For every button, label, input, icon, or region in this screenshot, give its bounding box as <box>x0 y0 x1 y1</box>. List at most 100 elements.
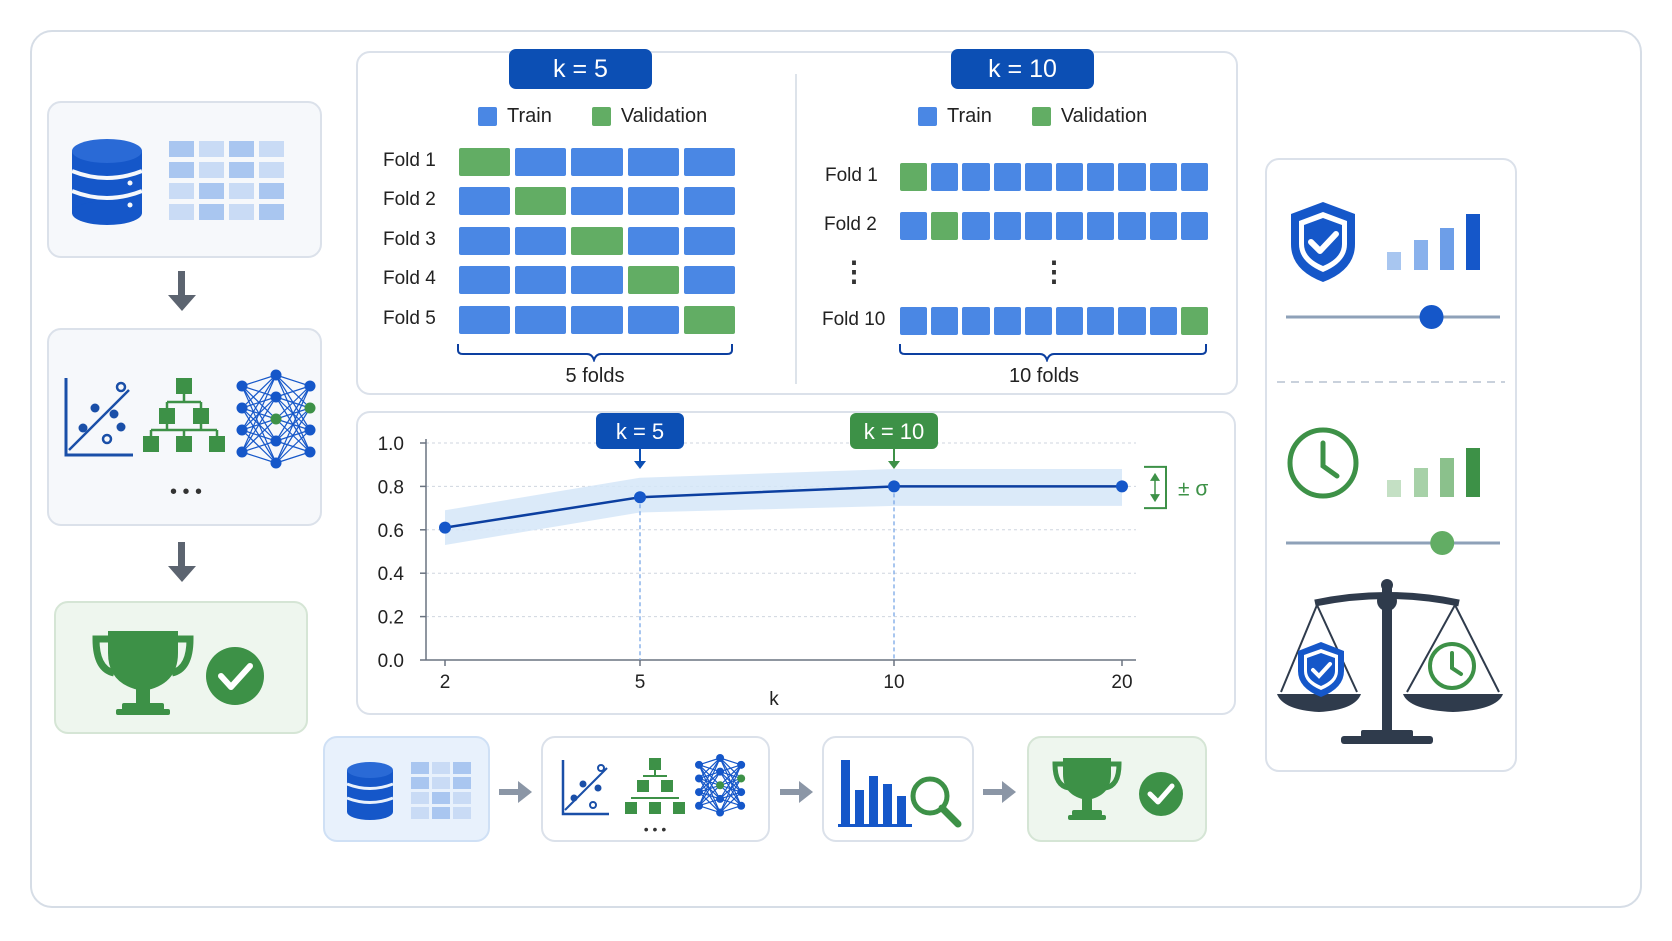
trophy-icon <box>1052 758 1122 820</box>
data-point <box>888 480 900 493</box>
fold-bar-row <box>459 306 735 334</box>
slider-thumb <box>1430 531 1455 555</box>
database-icon <box>71 139 143 225</box>
train-segment <box>1024 307 1052 335</box>
trophy-icon <box>92 631 194 715</box>
train-segment <box>683 187 735 215</box>
fold-label: Fold 2 <box>824 214 877 235</box>
fold-bar-row <box>459 266 735 294</box>
bottom-result-card <box>1027 736 1207 842</box>
scatter-plot-icon <box>561 760 609 816</box>
train-segment <box>962 307 990 335</box>
fold-label: Fold 5 <box>383 308 436 329</box>
fold-label: Fold 1 <box>383 150 436 171</box>
bottom-data-card <box>323 736 490 842</box>
ellipsis-text: • • • <box>170 481 202 503</box>
train-segment <box>683 148 735 176</box>
annotation-arrowhead <box>634 461 646 469</box>
y-tick-label: 0.6 <box>378 521 404 542</box>
train-segment <box>515 148 567 176</box>
annotation-label: k = 10 <box>864 419 925 444</box>
check-circle-icon <box>206 647 264 705</box>
kfold-divider <box>795 74 797 384</box>
train-segment <box>627 306 679 334</box>
slider-thumb <box>1419 305 1444 329</box>
fold-bar-row <box>900 212 1208 240</box>
fold-label: Fold 4 <box>383 268 436 289</box>
train-segment <box>962 212 990 240</box>
train-segment <box>627 148 679 176</box>
model-icons: • • • <box>64 369 316 503</box>
mean-score-line <box>444 485 1122 529</box>
k10-brace-label: 10 folds <box>1008 365 1080 387</box>
bar-chart-icon <box>838 760 912 827</box>
sigma-bracket <box>1144 465 1167 510</box>
train-segment <box>1180 163 1208 191</box>
train-segment <box>1055 212 1084 240</box>
balance-scale-icon <box>1277 579 1503 744</box>
annotation-arrowhead <box>888 461 900 469</box>
y-tick-label: 0.8 <box>378 477 404 498</box>
train-segment <box>1149 163 1177 191</box>
train-segment <box>571 148 623 176</box>
slider-green <box>1286 531 1500 555</box>
train-segment <box>571 266 623 294</box>
y-tick-label: 0.2 <box>378 608 404 629</box>
annotation-badge <box>850 413 938 449</box>
train-segment <box>1118 212 1146 240</box>
train-segment <box>683 266 735 294</box>
validation-segment <box>571 227 623 255</box>
k5-legend: Train Validation <box>478 105 747 128</box>
arrow-right-icon <box>983 781 1016 803</box>
bottom-evaluate-card <box>822 736 974 842</box>
models-card: • • • <box>47 328 322 526</box>
sigma-label: ± σ <box>1178 477 1208 500</box>
train-segment <box>1149 212 1177 240</box>
neural-network-icon <box>695 754 746 817</box>
train-segment <box>931 163 959 191</box>
clock-icon <box>1287 427 1359 499</box>
train-segment <box>627 187 679 215</box>
data-point <box>439 521 451 534</box>
train-segment <box>993 163 1021 191</box>
train-swatch <box>478 107 497 126</box>
x-axis-label: k <box>769 689 779 710</box>
arrow-down-icon <box>168 542 196 582</box>
train-segment <box>571 306 623 334</box>
fold-bar-row <box>459 187 735 215</box>
scatter-plot-icon <box>64 378 133 457</box>
fold-bar-row <box>459 148 735 176</box>
k5-brace-label: 5 folds <box>565 365 625 387</box>
validation-swatch <box>591 107 611 126</box>
signal-bars-blue-icon <box>1387 214 1480 270</box>
validation-segment <box>1180 307 1208 335</box>
train-segment <box>931 307 959 335</box>
ellipsis-text: • • • <box>644 821 667 837</box>
train-segment <box>459 306 511 334</box>
neural-network-icon <box>236 369 316 469</box>
k10-ellipsis-center: ⋮ <box>1040 256 1068 287</box>
x-tick-label: 5 <box>635 672 646 693</box>
decision-tree-icon <box>143 378 225 452</box>
k5-brace <box>457 344 733 362</box>
legend-train: Train <box>507 105 552 127</box>
fold-label: Fold 3 <box>383 229 436 250</box>
shield-check-icon <box>1291 202 1355 282</box>
train-segment <box>1149 307 1177 335</box>
train-segment <box>571 187 623 215</box>
data-point <box>1116 480 1128 493</box>
annotation-badge <box>596 413 684 449</box>
data-card <box>47 101 322 258</box>
train-segment <box>1087 212 1115 240</box>
train-segment <box>1055 163 1084 191</box>
fold-label: Fold 2 <box>383 189 436 210</box>
train-segment <box>1024 163 1052 191</box>
y-tick-label: 0.4 <box>378 564 405 585</box>
decision-tree-icon <box>625 758 685 814</box>
train-segment <box>1118 307 1146 335</box>
train-segment <box>1055 307 1084 335</box>
magnifier-icon <box>910 776 962 828</box>
train-segment <box>993 307 1021 335</box>
data-point <box>634 491 646 504</box>
train-segment <box>1118 163 1146 191</box>
